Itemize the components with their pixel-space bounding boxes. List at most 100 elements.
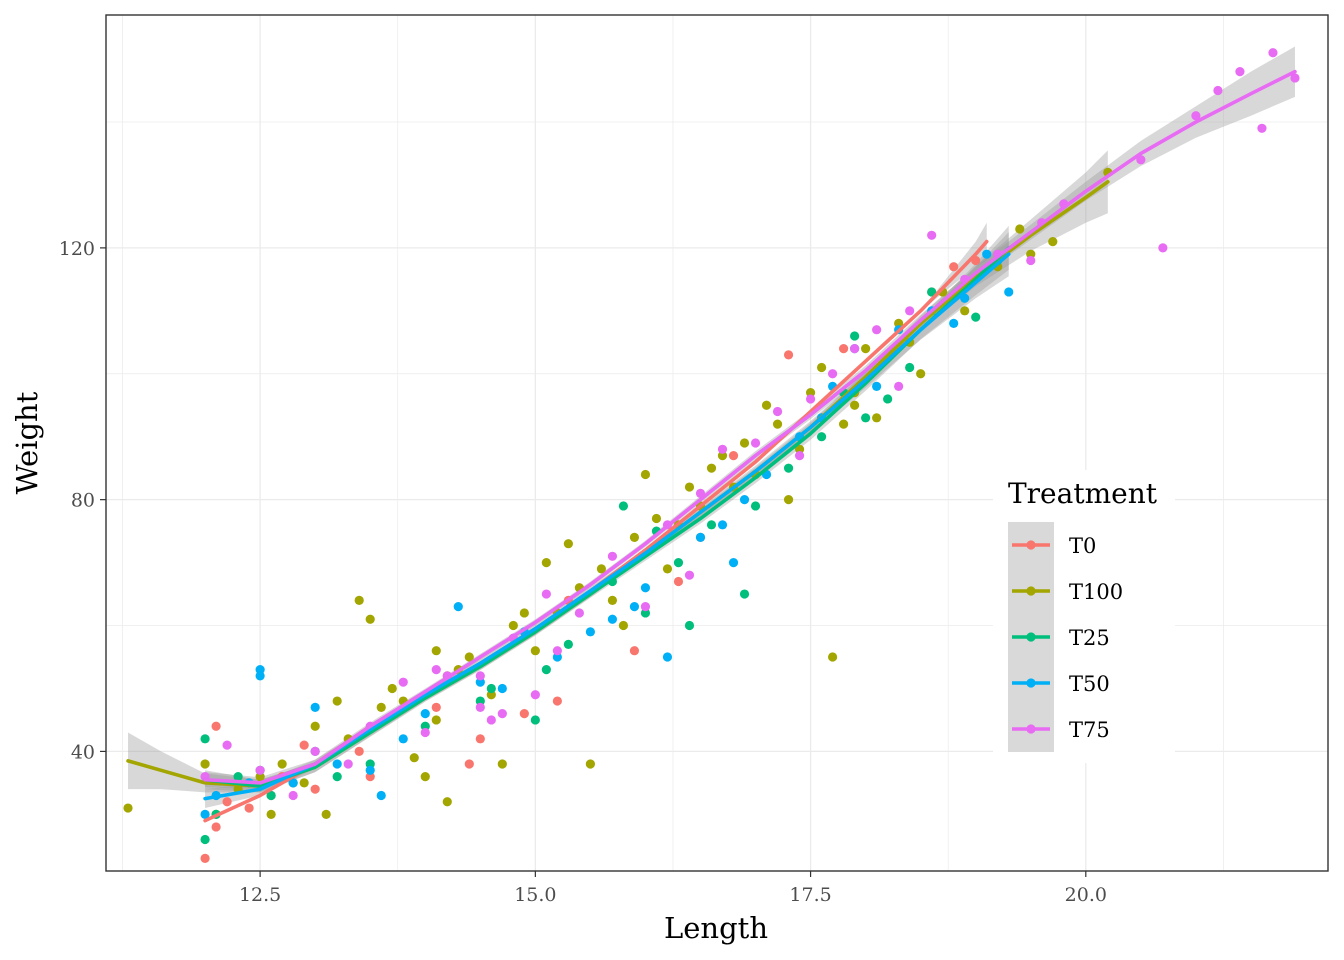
- legend-label-t0: T0: [1069, 534, 1096, 558]
- data-point-t0: [299, 740, 309, 750]
- data-point-t50: [255, 664, 265, 675]
- data-point-t100: [299, 778, 309, 788]
- data-point-t75: [431, 664, 441, 675]
- data-point-t100: [739, 438, 750, 448]
- data-point-t75: [497, 709, 507, 719]
- data-point-t100: [960, 306, 970, 316]
- data-point-t25: [233, 771, 243, 782]
- data-point-t25: [783, 463, 794, 473]
- data-point-t75: [1257, 123, 1267, 133]
- data-point-t25: [420, 721, 430, 731]
- data-point-t25: [816, 432, 827, 442]
- x-tick-label: 20.0: [1065, 884, 1107, 906]
- data-point-t0: [211, 822, 221, 832]
- data-point-t100: [706, 463, 717, 473]
- data-point-t75: [310, 746, 320, 757]
- legend-label-t75: T75: [1069, 718, 1110, 742]
- data-point-t75: [1290, 73, 1300, 83]
- legend-key-point: [1026, 540, 1036, 550]
- legend-title: Treatment: [1008, 477, 1158, 510]
- data-point-t25: [332, 771, 342, 782]
- data-point-t25: [850, 331, 860, 341]
- data-point-t100: [607, 595, 618, 605]
- legend-keys: T0 T100 T25 T50 T75: [1008, 522, 1123, 752]
- data-point-t75: [905, 306, 915, 316]
- data-point-t75: [794, 450, 805, 461]
- data-point-t0: [949, 262, 959, 272]
- data-point-t25: [905, 362, 915, 373]
- data-point-t75: [574, 608, 584, 618]
- data-point-t0: [629, 646, 640, 656]
- data-point-t25: [486, 683, 496, 694]
- data-point-t25: [684, 620, 695, 631]
- y-tick-label: 80: [71, 490, 95, 512]
- data-point-t100: [431, 646, 441, 656]
- data-point-t0: [211, 721, 221, 731]
- data-point-t75: [1191, 111, 1201, 121]
- y-tick-label: 40: [71, 741, 95, 763]
- data-point-t50: [717, 520, 728, 530]
- data-point-t75: [1158, 243, 1168, 253]
- x-tick-label: 12.5: [239, 884, 281, 906]
- data-point-t75: [1026, 255, 1036, 266]
- data-point-t100: [464, 652, 474, 662]
- data-point-t50: [872, 381, 882, 391]
- data-point-t0: [310, 784, 320, 794]
- data-point-t100: [541, 557, 551, 568]
- data-point-t100: [321, 809, 331, 819]
- data-point-t50: [310, 702, 320, 712]
- data-point-t50: [475, 677, 485, 687]
- legend-key-point: [1026, 632, 1036, 642]
- scatter-points: [123, 48, 1300, 864]
- data-point-t0: [365, 771, 375, 782]
- data-point-t100: [387, 683, 397, 694]
- data-point-t100: [872, 413, 882, 423]
- data-point-t75: [288, 790, 298, 801]
- smooth-lines: [126, 69, 1297, 823]
- data-point-t100: [783, 495, 794, 505]
- data-point-t75: [552, 646, 562, 656]
- data-point-t0: [519, 709, 529, 719]
- data-point-t75: [475, 702, 485, 712]
- data-point-t75: [827, 369, 838, 379]
- data-point-t100: [816, 362, 827, 373]
- data-point-t100: [805, 388, 816, 398]
- legend-label-t100: T100: [1069, 580, 1123, 604]
- data-point-t100: [277, 759, 287, 769]
- x-tick-label: 17.5: [789, 884, 831, 906]
- legend-key-point: [1026, 678, 1036, 688]
- data-point-t25: [365, 759, 375, 769]
- data-point-t100: [916, 369, 926, 379]
- smooth-line-t75: [203, 69, 1297, 785]
- data-point-t100: [519, 608, 529, 618]
- data-point-t75: [420, 727, 430, 738]
- data-point-t0: [354, 746, 364, 757]
- data-point-t50: [365, 765, 375, 775]
- data-point-t50: [255, 671, 265, 681]
- data-point-t75: [640, 602, 651, 612]
- data-point-t75: [717, 444, 728, 454]
- data-point-t75: [850, 343, 860, 354]
- x-tick-label: 15.0: [514, 884, 556, 906]
- data-point-t100: [530, 646, 540, 656]
- x-axis-title: Length: [664, 911, 768, 945]
- data-point-t100: [409, 753, 419, 763]
- data-point-t75: [255, 765, 265, 775]
- data-point-t0: [431, 702, 441, 712]
- y-axis-title: Weight: [10, 391, 44, 494]
- data-point-t100: [442, 797, 452, 807]
- data-point-t0: [244, 803, 254, 813]
- data-point-t100: [861, 343, 871, 354]
- data-point-t100: [827, 652, 838, 662]
- data-point-t50: [376, 790, 386, 801]
- data-point-t100: [310, 721, 320, 731]
- data-point-t50: [739, 495, 750, 505]
- data-point-t50: [629, 602, 640, 612]
- data-point-t100: [123, 803, 133, 813]
- data-point-t0: [673, 576, 684, 587]
- data-point-t100: [1015, 224, 1025, 234]
- data-point-t100: [596, 564, 607, 574]
- data-point-t0: [783, 350, 794, 360]
- data-point-t0: [839, 343, 849, 354]
